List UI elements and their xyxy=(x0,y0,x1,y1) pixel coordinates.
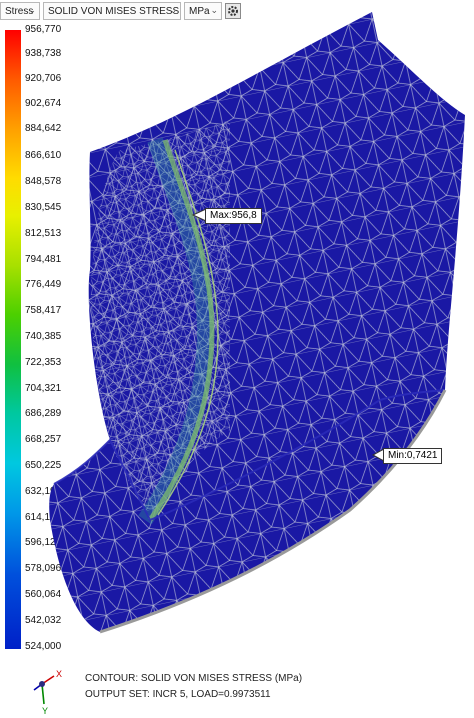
component-value: SOLID VON MISES STRESS xyxy=(48,5,180,17)
chevron-down-icon: ⌄ xyxy=(169,5,177,15)
legend-label: 920,706 xyxy=(25,73,62,84)
legend-label: 866,610 xyxy=(25,150,62,161)
legend-label: 794,481 xyxy=(25,254,62,265)
legend-label: 956,770 xyxy=(25,24,62,35)
legend-label: 938,738 xyxy=(25,48,62,59)
settings-button[interactable] xyxy=(225,3,241,19)
result-type-dropdown[interactable]: Stress ⌄ xyxy=(0,2,40,20)
output-set-info: OUTPUT SET: INCR 5, LOAD=0.9973511 xyxy=(85,689,271,700)
legend-label: 758,417 xyxy=(25,305,62,316)
legend-label: 686,289 xyxy=(25,408,62,419)
legend-label: 722,353 xyxy=(25,357,62,368)
legend-label: 740,385 xyxy=(25,331,62,342)
legend-label: 704,321 xyxy=(25,383,62,394)
legend-color-bar xyxy=(5,30,21,649)
gear-icon xyxy=(228,6,238,16)
legend-label: 902,674 xyxy=(25,98,62,109)
result-toolbar: Stress ⌄ SOLID VON MISES STRESS ⌄ MPa ⌄ xyxy=(0,1,241,21)
y-axis-label: Y xyxy=(42,706,48,716)
legend-label: 650,225 xyxy=(25,460,62,471)
legend-label: 560,064 xyxy=(25,589,62,600)
x-axis-label: X xyxy=(56,669,62,679)
coordinate-triad: X Y xyxy=(33,669,62,716)
component-dropdown[interactable]: SOLID VON MISES STRESS ⌄ xyxy=(43,2,181,20)
legend-label: 848,578 xyxy=(25,176,62,187)
legend-label: 596,128 xyxy=(25,537,62,548)
legend-label: 524,000 xyxy=(25,641,62,652)
legend-label: 668,257 xyxy=(25,434,62,445)
contour-info: CONTOUR: SOLID VON MISES STRESS (MPa) xyxy=(85,673,303,684)
min-callout[interactable]: Min:0,7421 xyxy=(383,448,443,464)
legend-label: 632,193 xyxy=(25,486,62,497)
result-type-value: Stress xyxy=(5,5,34,17)
legend-label: 614,161 xyxy=(25,512,62,523)
legend-label: 578,096 xyxy=(25,563,62,574)
max-callout[interactable]: Max:956,8 xyxy=(205,208,262,224)
legend-label: 812,513 xyxy=(25,228,62,239)
legend-label: 884,642 xyxy=(25,123,62,134)
units-dropdown[interactable]: MPa ⌄ xyxy=(184,2,222,20)
units-value: MPa xyxy=(189,5,210,17)
legend-label: 542,032 xyxy=(25,615,62,626)
chevron-down-icon: ⌄ xyxy=(28,5,36,15)
legend-label: 830,545 xyxy=(25,202,62,213)
legend-label: 776,449 xyxy=(25,279,62,290)
fea-model-view[interactable] xyxy=(0,0,474,660)
chevron-down-icon: ⌄ xyxy=(210,5,218,15)
